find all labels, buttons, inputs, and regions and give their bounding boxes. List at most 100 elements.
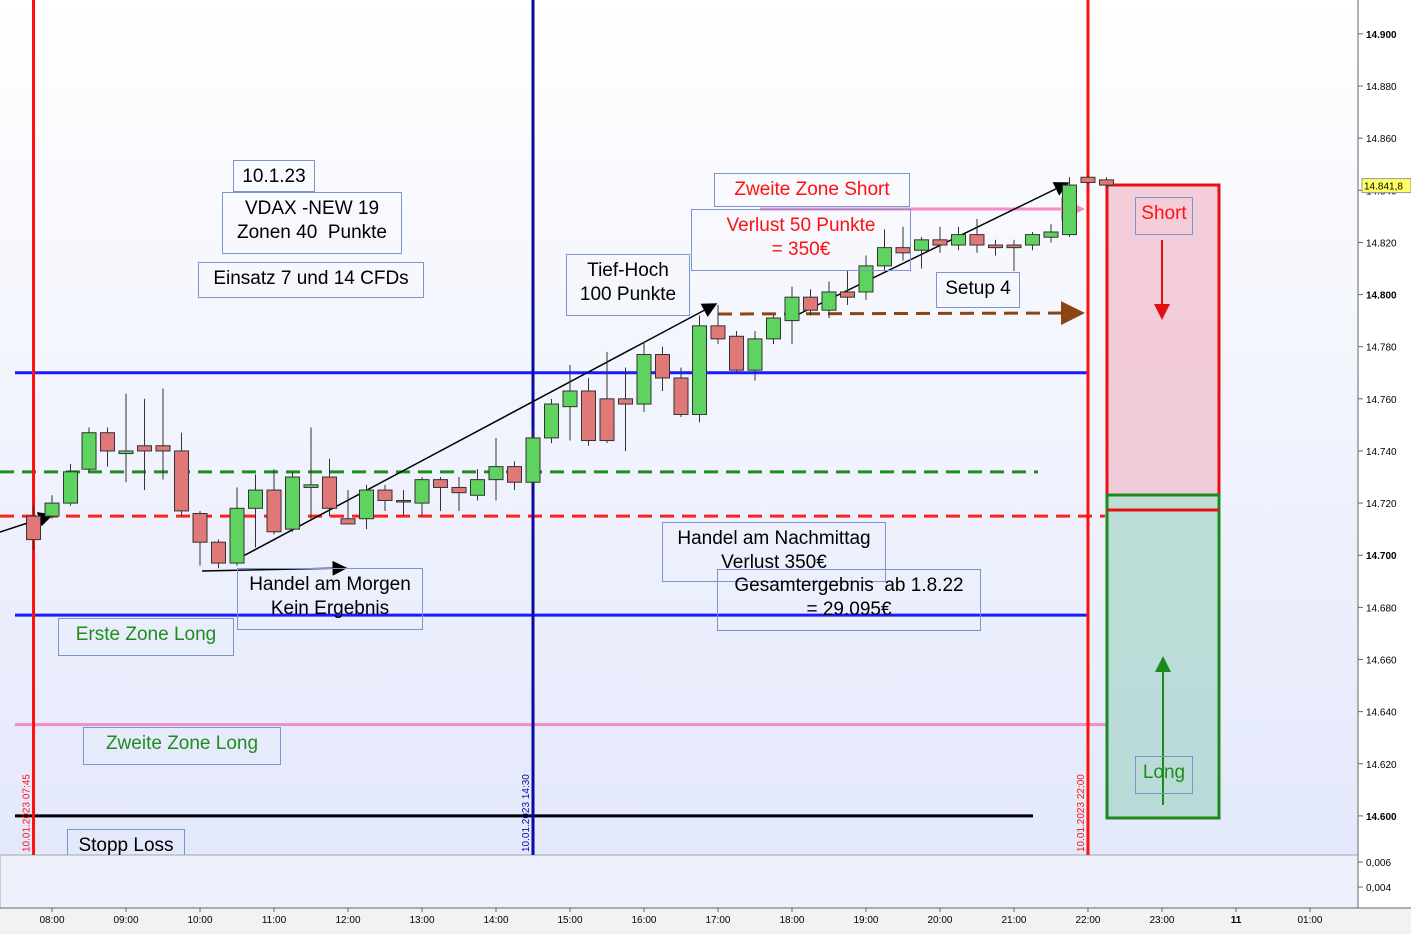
annotation-text: Stopp Loss [78,835,174,855]
annotation-box: Handel am Morgen Kein Ergebnis [237,568,423,630]
candle-body [248,489,264,509]
annotation-box: 10.1.23 [233,160,315,192]
candle-body [544,403,560,439]
time-line-label: 10.01.2023 07:45 [22,774,33,852]
x-tick-label: 01:00 [1297,915,1322,926]
x-tick-label: 14:00 [483,915,508,926]
time-axis [0,908,1411,934]
annotation-box: VDAX -NEW 19 Zonen 40 Punkte [222,192,402,254]
y-tick-label: 14.880 [1366,82,1397,93]
candle-body [895,247,911,254]
candle-body [451,486,467,494]
y-tick-label: 14.600 [1366,812,1397,823]
candle-body [433,479,449,488]
annotation-text: Einsatz 7 und 14 CFDs [213,268,409,289]
candle-body [839,291,855,298]
candle-body [636,354,652,405]
candle-body [581,390,597,442]
candle-body [340,518,356,525]
candle-body [691,325,707,415]
indicator-panel [0,854,1359,909]
x-tick-label: 11:00 [262,915,287,926]
annotation-box: Zweite Zone Long [83,727,281,765]
candle-body [155,445,171,452]
annotation-text: Zweite Zone Long [105,733,259,754]
annotation-box: Handel am Nachmittag Verlust 350€ [662,522,886,582]
annotation-text: 100 Punkte [579,284,677,305]
candle-body [599,398,615,442]
candle-body [488,466,504,481]
x-tick-label: 16:00 [631,915,656,926]
candle-body [913,239,929,251]
x-tick-label: 11 [1231,915,1242,926]
candle-body [710,325,726,340]
annotation-text: Tief-Hoch [587,260,669,281]
annotation-text: = 29.095€ [806,599,892,620]
candle-body [784,296,800,322]
candle-body [802,296,818,311]
x-tick-label: 10:00 [187,915,212,926]
candle-body [1098,179,1114,186]
x-tick-label: 17:00 [705,915,730,926]
y-tick-label: 14.700 [1366,551,1397,562]
candle-body [377,489,393,501]
annotations: 10.1.23 VDAX -NEW 19 Zonen 40 Punkte Einsat… [58,160,1193,855]
candle-body [1061,184,1077,236]
y-tick-label: 14.760 [1366,395,1397,406]
annotation-text: 10.1.23 [242,166,306,187]
y-tick-label: 14.860 [1366,134,1397,145]
x-tick-label: 12:00 [335,915,360,926]
candle-body [950,234,966,246]
annotation-text: Verlust 350€ [721,552,827,573]
x-tick-label: 15:00 [557,915,582,926]
candle-body [44,502,60,517]
annotation-box: Tief-Hoch 100 Punkte [566,254,690,316]
candle-body [1080,176,1096,183]
annotation-box: Erste Zone Long [58,618,234,656]
annotation-text: Long [1142,762,1186,783]
candle-body [359,489,375,520]
y-tick-label: 14.640 [1366,708,1397,719]
annotation-text: Zweite Zone Short [734,179,890,200]
annotation-text: Gesamtergebnis ab 1.8.22 [734,575,964,596]
x-tick-label: 13:00 [409,915,434,926]
drawings [0,182,1221,820]
annotation-text: Kein Ergebnis [270,598,390,619]
candle-body [81,432,97,470]
y-tick-label: 14.660 [1366,655,1397,666]
annotation-box: Setup 4 [936,272,1020,308]
annotation-box: Einsatz 7 und 14 CFDs [198,262,424,298]
candle-body [1006,244,1022,249]
annotation-box: Verlust 50 Punkte = 350€ [691,209,911,271]
x-tick-label: 19:00 [853,915,878,926]
annotation-text: Handel am Nachmittag [677,528,871,549]
candle-body [673,377,689,415]
annotation-text: Verlust 50 Punkte [726,215,876,236]
y-tick-label: 14.800 [1366,291,1397,302]
candle-body [1043,231,1059,238]
candle-body [876,247,892,267]
annotation-box: Zweite Zone Short [714,173,910,207]
candle-body [192,513,208,543]
candle-body [470,479,486,496]
candle-body [174,450,190,512]
indicator-tick-label: 0,006 [1366,858,1391,869]
candle-body [211,541,227,564]
annotation-text: VDAX -NEW 19 [244,198,380,219]
x-tick-label: 20:00 [927,915,952,926]
annotation-text: Erste Zone Long [75,624,217,645]
last-price-box [1361,178,1411,194]
arrow [231,303,718,563]
x-tick-label: 18:00 [779,915,804,926]
short-zone [1105,183,1221,497]
candle-body [396,499,412,503]
y-tick-label: 14.620 [1366,760,1397,771]
annotation-box: Short [1135,197,1193,235]
annotation-text: Setup 4 [945,278,1011,299]
annotation-text: Handel am Morgen [249,574,411,595]
x-tick-label: 22:00 [1075,915,1100,926]
y-tick-label: 14.820 [1366,238,1397,249]
candle-body [303,484,319,488]
